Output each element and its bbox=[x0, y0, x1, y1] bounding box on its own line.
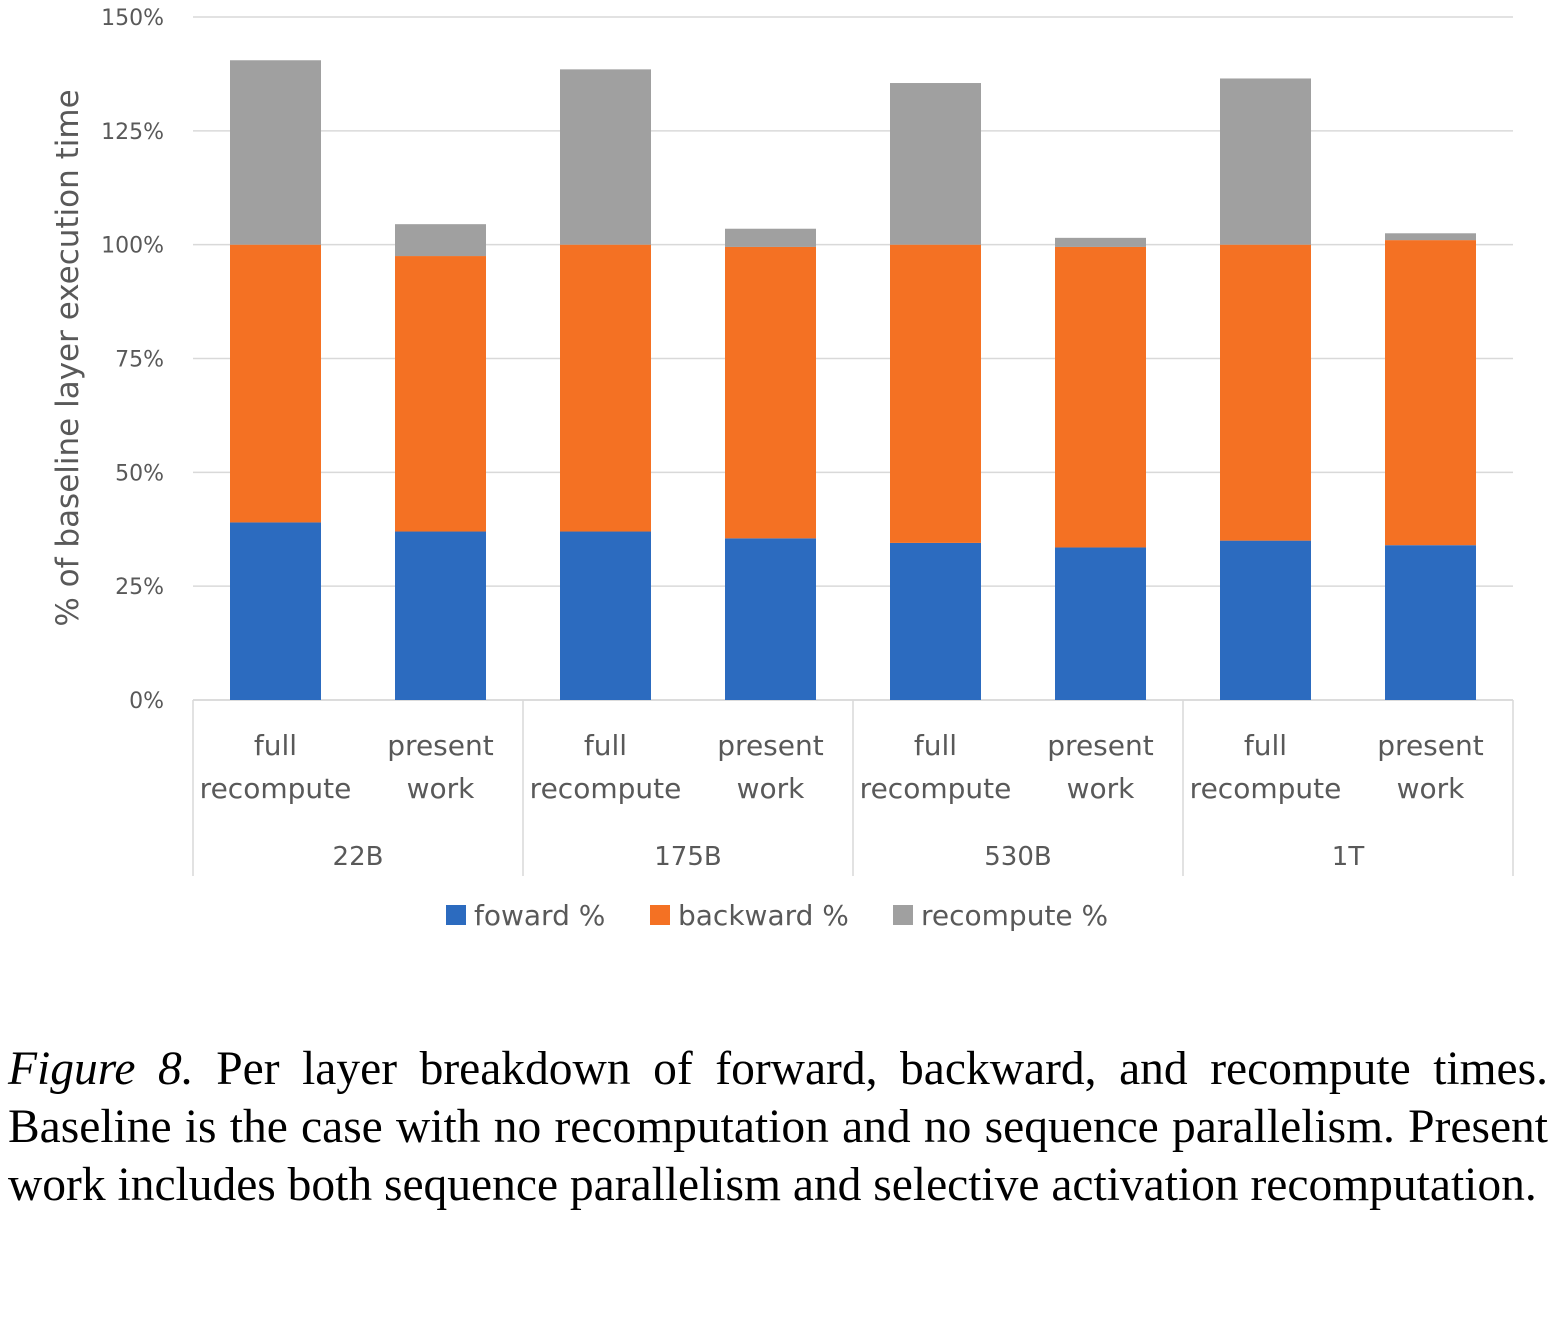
bar-segment bbox=[395, 531, 486, 700]
legend-swatch bbox=[446, 905, 466, 925]
x-category-label-line: work bbox=[407, 772, 476, 805]
x-category-label-line: work bbox=[737, 772, 806, 805]
x-category-label: full recompute bbox=[200, 729, 352, 805]
bar-segment bbox=[890, 542, 981, 700]
y-axis-label: % of baseline layer execution time bbox=[50, 89, 86, 626]
stacked-bar-chart: 0% 25% 50% 75% 100% 125% 150% % of baseline la… bbox=[50, 6, 1514, 932]
legend: foward % backward % recompute % bbox=[446, 899, 1108, 932]
bar-segment bbox=[1385, 240, 1476, 546]
bar-segment bbox=[560, 244, 651, 532]
legend-label: foward % bbox=[474, 899, 605, 932]
x-group-label: 175B bbox=[654, 842, 721, 872]
bar-stack bbox=[890, 83, 981, 700]
bar-segment bbox=[1385, 545, 1476, 700]
y-tick-label: 125% bbox=[101, 120, 164, 145]
x-category-label-line: full bbox=[584, 729, 627, 762]
x-category-label-line: full bbox=[914, 729, 957, 762]
x-category-label-line: work bbox=[1397, 772, 1466, 805]
bar-stack bbox=[1055, 237, 1146, 700]
x-category-label-line: present bbox=[387, 729, 493, 762]
x-category-label: present work bbox=[717, 729, 823, 805]
y-tick-label: 0% bbox=[129, 689, 164, 714]
bar-segment bbox=[230, 244, 321, 523]
x-group-label: 530B bbox=[984, 842, 1051, 872]
caption-label: Figure 8. bbox=[8, 1043, 194, 1095]
x-category-label-line: full bbox=[1244, 729, 1287, 762]
x-category-label-line: full bbox=[254, 729, 297, 762]
y-tick-label: 50% bbox=[115, 461, 164, 486]
legend-swatch bbox=[893, 905, 913, 925]
figure-caption: Figure 8. Per layer breakdown of forward… bbox=[8, 1040, 1548, 1214]
bars bbox=[230, 60, 1476, 700]
x-category-label: full recompute bbox=[1190, 729, 1342, 805]
x-category-label-line: present bbox=[1377, 729, 1483, 762]
bar-segment bbox=[1220, 78, 1311, 245]
x-category-label: full recompute bbox=[530, 729, 682, 805]
bar-segment bbox=[1220, 244, 1311, 541]
bar-stack bbox=[560, 69, 651, 700]
x-category-label-line: present bbox=[717, 729, 823, 762]
legend-label: recompute % bbox=[921, 899, 1108, 932]
legend-item: recompute % bbox=[893, 899, 1108, 932]
x-category-label-line: recompute bbox=[200, 772, 352, 805]
bar-stack bbox=[230, 60, 321, 700]
bar-segment bbox=[725, 246, 816, 539]
x-category-label: full recompute bbox=[860, 729, 1012, 805]
x-category-label-line: work bbox=[1067, 772, 1136, 805]
bar-segment bbox=[1055, 246, 1146, 548]
x-category-label-line: recompute bbox=[1190, 772, 1342, 805]
y-tick-label: 100% bbox=[101, 234, 164, 259]
x-group-label: 22B bbox=[333, 842, 384, 872]
legend-swatch bbox=[650, 905, 670, 925]
bar-segment bbox=[560, 531, 651, 700]
bar-segment bbox=[230, 60, 321, 245]
x-category-label-line: present bbox=[1047, 729, 1153, 762]
gridlines bbox=[193, 16, 1513, 701]
legend-item: backward % bbox=[650, 899, 849, 932]
caption-text: Per layer breakdown of forward, backward… bbox=[8, 1043, 1548, 1211]
bar-segment bbox=[1055, 237, 1146, 247]
bar-segment bbox=[890, 83, 981, 245]
x-category-label: present work bbox=[387, 729, 493, 805]
bar-segment bbox=[890, 244, 981, 543]
bar-segment bbox=[725, 228, 816, 247]
bar-segment bbox=[1385, 233, 1476, 241]
x-category-label: present work bbox=[1047, 729, 1153, 805]
x-category-label: present work bbox=[1377, 729, 1483, 805]
bar-segment bbox=[395, 224, 486, 257]
x-category-label-line: recompute bbox=[530, 772, 682, 805]
bar-stack bbox=[725, 228, 816, 700]
x-group-label: 1T bbox=[1332, 842, 1365, 872]
x-axis: full recompute present work full recompute pre… bbox=[192, 700, 1514, 876]
bar-segment bbox=[395, 256, 486, 532]
y-tick-label: 25% bbox=[115, 575, 164, 600]
y-tick-label: 75% bbox=[115, 348, 164, 373]
legend-label: backward % bbox=[678, 899, 849, 932]
bar-stack bbox=[395, 224, 486, 700]
bar-stack bbox=[1385, 233, 1476, 700]
bar-segment bbox=[725, 538, 816, 700]
bar-segment bbox=[230, 522, 321, 700]
x-category-label-line: recompute bbox=[860, 772, 1012, 805]
legend-item: foward % bbox=[446, 899, 605, 932]
bar-stack bbox=[1220, 78, 1311, 700]
bar-segment bbox=[1055, 547, 1146, 700]
y-tick-label: 150% bbox=[101, 6, 164, 31]
bar-segment bbox=[1220, 540, 1311, 700]
y-axis-ticks: 0% 25% 50% 75% 100% 125% 150% bbox=[101, 6, 164, 714]
bar-segment bbox=[560, 69, 651, 245]
